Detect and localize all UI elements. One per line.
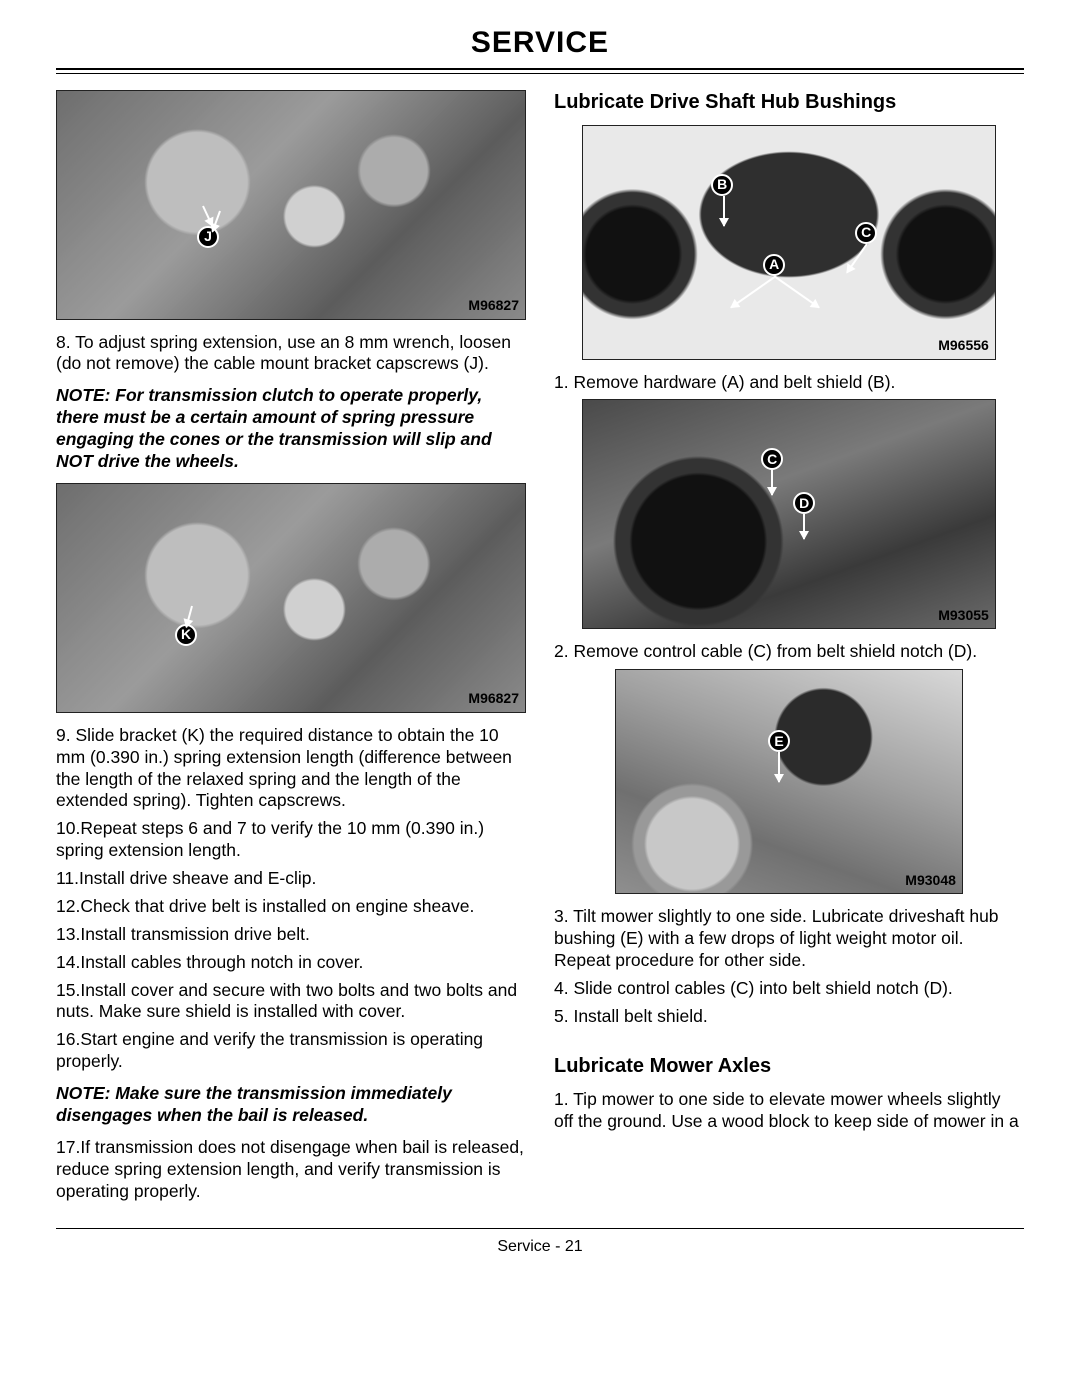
figure-spring-k: K M96827 — [56, 483, 526, 713]
figure-ref: M93055 — [938, 607, 989, 625]
step-9: 9. Slide bracket (K) the required distan… — [56, 725, 526, 813]
heading-lubricate-bushings: Lubricate Drive Shaft Hub Bushings — [554, 90, 1024, 115]
right-step-3: 3. Tilt mower slightly to one side. Lubr… — [554, 906, 1024, 972]
note-bail: NOTE: Make sure the transmission immedia… — [56, 1083, 526, 1127]
axle-step-1: 1. Tip mower to one side to elevate mowe… — [554, 1089, 1024, 1133]
figure-ref: M96827 — [468, 690, 519, 708]
figure-wheel-close: C D M93055 — [582, 399, 996, 629]
step-11: 11.Install drive sheave and E-clip. — [56, 868, 526, 890]
figure-mower-top: B C A M96556 — [582, 125, 996, 360]
step-13: 13.Install transmission drive belt. — [56, 924, 526, 946]
left-column: J M96827 8. To adjust spring extension, … — [56, 86, 526, 1209]
page-footer: Service - 21 — [56, 1229, 1024, 1257]
two-column-layout: J M96827 8. To adjust spring extension, … — [56, 86, 1024, 1209]
figure-bg — [583, 126, 995, 359]
right-step-1: 1. Remove hardware (A) and belt shield (… — [554, 372, 1024, 394]
right-step-4: 4. Slide control cables (C) into belt sh… — [554, 978, 1024, 1000]
heading-lubricate-axles: Lubricate Mower Axles — [554, 1054, 1024, 1079]
figure-spring-j: J M96827 — [56, 90, 526, 320]
figure-ref: M93048 — [905, 872, 956, 890]
figure-ref: M96556 — [938, 337, 989, 355]
step-10: 10.Repeat steps 6 and 7 to verify the 10… — [56, 818, 526, 862]
step-12: 12.Check that drive belt is installed on… — [56, 896, 526, 918]
figure-bg — [583, 400, 995, 628]
figure-bg — [57, 484, 525, 712]
page-title: SERVICE — [56, 24, 1024, 68]
figure-ref: M96827 — [468, 297, 519, 315]
step-16: 16.Start engine and verify the transmiss… — [56, 1029, 526, 1073]
note-clutch: NOTE: For transmission clutch to operate… — [56, 385, 526, 473]
right-step-2: 2. Remove control cable (C) from belt sh… — [554, 641, 1024, 663]
figure-bg — [57, 91, 525, 319]
step-8: 8. To adjust spring extension, use an 8 … — [56, 332, 526, 376]
figure-under-side: E M93048 — [615, 669, 963, 894]
right-step-5: 5. Install belt shield. — [554, 1006, 1024, 1028]
right-column: Lubricate Drive Shaft Hub Bushings B C A… — [554, 86, 1024, 1209]
figure-bg — [616, 670, 962, 893]
title-rule — [56, 68, 1024, 74]
step-15: 15.Install cover and secure with two bol… — [56, 980, 526, 1024]
step-17: 17.If transmission does not disengage wh… — [56, 1137, 526, 1203]
step-14: 14.Install cables through notch in cover… — [56, 952, 526, 974]
